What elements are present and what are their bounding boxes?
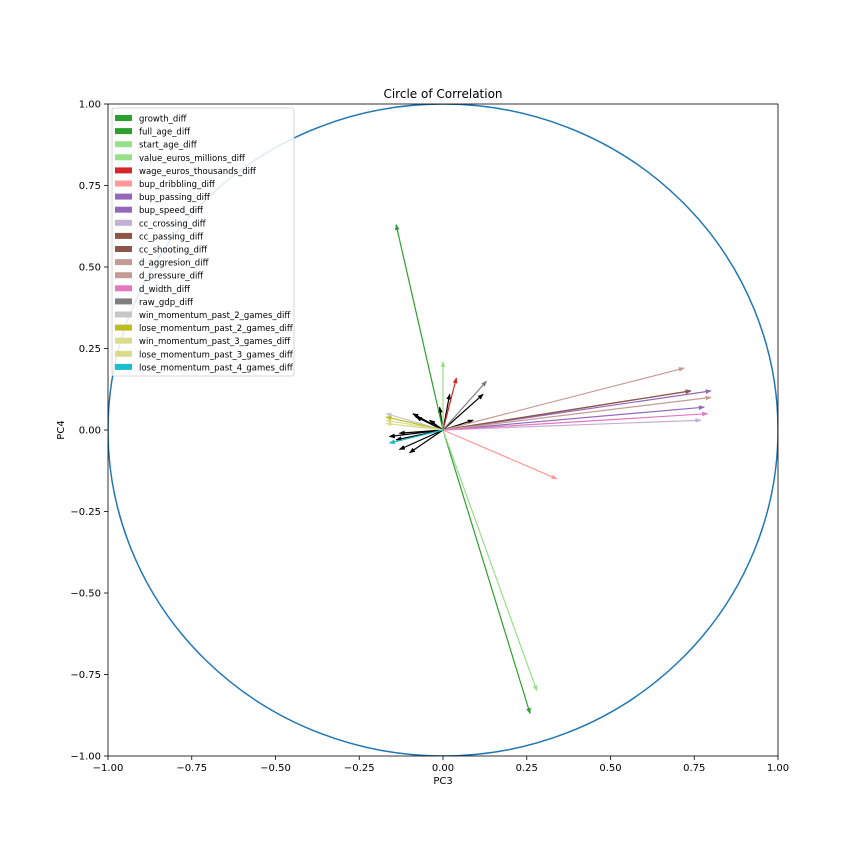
y-tick-label: 0.75 xyxy=(79,181,101,192)
vector-lose-momentum-past-4-games-diff xyxy=(388,429,444,445)
series-vectors-layer xyxy=(385,224,712,715)
x-tick-label: 0.25 xyxy=(516,763,538,774)
x-tick-label: −1.00 xyxy=(93,763,124,774)
x-tick-label: 0.75 xyxy=(683,763,705,774)
y-tick-label: 0.50 xyxy=(79,263,101,274)
y-tick-label: 1.00 xyxy=(79,100,101,111)
y-tick-label: −0.25 xyxy=(70,507,101,518)
unlabeled-vector-13 xyxy=(398,429,444,436)
legend-entry-value-euros-millions-diff: value_euros_millions_diff xyxy=(139,154,246,164)
y-tick-label: −1.00 xyxy=(70,752,101,763)
legend-entry-growth-diff: growth_diff xyxy=(139,115,188,125)
legend-swatch xyxy=(115,141,132,148)
plot-area xyxy=(107,103,779,757)
legend-swatch xyxy=(115,363,132,370)
legend-box xyxy=(111,107,295,377)
vector-bup-dribbling-diff xyxy=(442,429,558,480)
x-tick-label: 0.00 xyxy=(432,763,454,774)
legend-swatch xyxy=(115,180,132,187)
legend-entry-d-aggresion-diff: d_aggresion_diff xyxy=(139,259,210,269)
legend-swatch xyxy=(115,246,132,252)
legend-swatch xyxy=(115,128,132,135)
legend-swatch xyxy=(115,350,132,357)
vector-lose-momentum-past-3-games-diff xyxy=(385,418,444,431)
vector-wage-euros-thousands-diff xyxy=(442,377,458,431)
legend-entry-win-momentum-past-3-games-diff: win_momentum_past_3_games_diff xyxy=(139,337,291,347)
vector-raw-gdp-diff xyxy=(442,380,487,431)
legend-entry-cc-passing-diff: cc_passing_diff xyxy=(139,232,204,242)
x-axis: −1.00 −0.75 −0.50 −0.25 0.00 0.25 0.50 0.75 1.00 xyxy=(93,756,789,774)
vector-d-width-diff xyxy=(442,411,709,431)
legend-swatch xyxy=(115,259,132,266)
legend-entry-d-pressure-diff: d_pressure_diff xyxy=(139,272,204,282)
y-tick-label: 0.25 xyxy=(79,344,101,355)
legend-entry-bup-passing-diff: bup_passing_diff xyxy=(139,193,211,203)
vector-cc-shooting-diff xyxy=(442,389,692,431)
vector-bup-speed-diff xyxy=(442,405,705,431)
legend-swatch xyxy=(115,206,132,213)
legend-entry-win-momentum-past-2-games-diff: win_momentum_past_2_games_diff xyxy=(139,311,291,321)
legend-entry-bup-dribbling-diff: bup_dribbling_diff xyxy=(139,180,216,190)
vector-full-age-diff xyxy=(442,429,531,715)
legend-entry-lose-momentum-past-4-games-diff: lose_momentum_past_4_games_diff xyxy=(139,363,294,373)
y-tick-label: −0.50 xyxy=(70,589,101,600)
legend-swatch xyxy=(115,311,132,318)
legend-entry-lose-momentum-past-2-games-diff: lose_momentum_past_2_games_diff xyxy=(139,324,294,334)
legend-entry-start-age-diff: start_age_diff xyxy=(139,141,198,151)
unlabeled-vector-3 xyxy=(398,429,444,451)
legend-entry-raw-gdp-diff: raw_gdp_diff xyxy=(139,298,194,308)
x-tick-label: 1.00 xyxy=(767,763,789,774)
legend-entry-bup-speed-diff: bup_speed_diff xyxy=(139,206,204,216)
legend-swatch xyxy=(115,167,132,174)
legend-entry-lose-momentum-past-3-games-diff: lose_momentum_past_3_games_diff xyxy=(139,350,294,360)
vector-d-pressure-diff xyxy=(442,395,712,431)
unlabeled-vector-11 xyxy=(442,393,484,431)
x-tick-label: 0.50 xyxy=(599,763,621,774)
x-tick-label: −0.50 xyxy=(260,763,291,774)
vector-start-age-diff xyxy=(442,429,538,692)
y-axis: −1.00 −0.75 −0.50 −0.25 0.00 0.25 0.50 0.75 1.00 xyxy=(70,100,108,763)
unlabeled-vector-4 xyxy=(409,429,444,454)
vector-cc-crossing-diff xyxy=(442,418,702,431)
vector-d-aggresion-diff xyxy=(442,367,685,431)
y-tick-label: 0.00 xyxy=(79,426,101,437)
legend-swatch xyxy=(115,337,132,344)
legend-entry-cc-shooting-diff: cc_shooting_diff xyxy=(139,246,208,256)
legend-swatch xyxy=(115,285,132,292)
chart-title: Circle of Correlation xyxy=(383,87,502,101)
y-tick-label: −0.75 xyxy=(70,670,101,681)
legend-swatch xyxy=(115,232,132,239)
legend-swatch xyxy=(115,219,132,226)
unlabeled-vector-8 xyxy=(429,419,444,431)
x-tick-label: −0.75 xyxy=(176,763,207,774)
legend-entry-cc-crossing-diff: cc_crossing_diff xyxy=(139,219,207,229)
legend-swatch xyxy=(115,154,132,161)
legend-entry-wage-euros-thousands-diff: wage_euros_thousands_diff xyxy=(139,167,257,177)
x-tick-label: −0.25 xyxy=(344,763,375,774)
legend-entry-full-age-diff: full_age_diff xyxy=(139,128,191,138)
legend-swatch xyxy=(115,298,132,305)
legend-swatch xyxy=(115,324,132,331)
legend-swatch xyxy=(115,272,132,279)
legend-entry-d-width-diff: d_width_diff xyxy=(139,285,191,295)
legend-swatch xyxy=(115,115,132,121)
legend-swatch xyxy=(115,193,132,200)
y-axis-label: PC4 xyxy=(56,420,67,439)
x-axis-label: PC3 xyxy=(433,776,452,787)
legend: growth_diff full_age_diff start_age_diffva… xyxy=(111,107,295,377)
vector-growth-diff xyxy=(394,224,444,431)
